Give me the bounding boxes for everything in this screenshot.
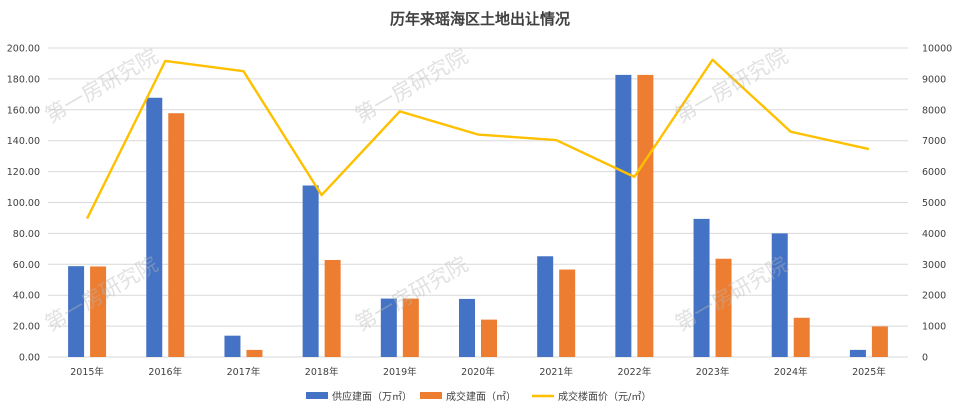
x-tick-label: 2015年 [70,366,104,378]
bar-supply [380,298,397,357]
bar-transaction [559,269,576,357]
right-tick-label: 3000 [922,260,946,271]
right-tick-label: 0 [922,353,928,364]
x-tick-label: 2017年 [227,366,261,378]
right-tick-label: 2000 [922,291,946,302]
x-tick-label: 2020年 [461,366,495,378]
right-tick-label: 5000 [922,198,946,209]
x-tick-label: 2023年 [696,366,730,378]
x-tick-label: 2024年 [774,366,808,378]
x-tick-label: 2025年 [852,366,886,378]
x-tick-label: 2021年 [539,366,573,378]
right-tick-label: 1000 [922,322,946,333]
bar-transaction [871,326,888,357]
bar-supply [224,335,241,357]
legend-swatch [420,392,442,399]
left-tick-label: 80.00 [13,229,40,240]
bar-transaction [90,266,107,357]
left-tick-label: 120.00 [7,167,40,178]
left-tick-label: 160.00 [7,105,40,116]
left-tick-label: 60.00 [13,260,40,271]
right-tick-label: 8000 [922,105,946,116]
legend-label: 供应建面（万㎡） [332,390,412,403]
bar-supply [693,218,710,357]
right-tick-label: 4000 [922,229,946,240]
x-tick-label: 2018年 [305,366,339,378]
right-axis-ticks: 0 1000 2000 3000 4000 5000 6000 7000 8000 9000 100… [922,44,952,364]
left-tick-label: 20.00 [13,322,40,333]
bar-supply [459,298,475,357]
bar-transaction [402,298,419,357]
chart-title: 历年来瑶海区土地出让情况 [390,10,570,28]
left-axis-ticks: 0.00 20.00 40.00 60.00 80.00 100.00 120.00 140.… [7,44,40,364]
right-tick-label: 9000 [922,74,946,85]
bar-supply [146,97,163,358]
bar-transaction [637,74,654,358]
bar-supply [68,266,85,357]
x-tick-label: 2022年 [618,366,652,378]
left-tick-label: 100.00 [7,198,40,209]
right-tick-label: 7000 [922,136,946,147]
legend-label: 成交楼面价（元/㎡） [558,390,651,403]
x-tick-label: 2019年 [383,366,417,378]
watermark-text: 第一房研究院 [41,44,162,128]
left-tick-label: 140.00 [7,136,40,147]
legend-label: 成交建面（㎡） [446,390,516,403]
bar-transaction [246,349,263,357]
bar-supply [302,185,319,357]
legend-swatch [306,392,328,399]
bar-supply [849,349,866,357]
legend: 供应建面（万㎡） 成交建面（㎡） 成交楼面价（元/㎡） [306,390,651,403]
left-tick-label: 180.00 [7,74,40,85]
line-price [86,58,870,220]
bar-series [68,74,888,358]
bar-transaction [481,319,497,357]
bar-supply [615,74,632,358]
right-tick-label: 10000 [922,44,952,55]
right-tick-label: 6000 [922,167,946,178]
gridlines [48,47,908,358]
left-tick-label: 200.00 [7,44,40,55]
left-tick-label: 0.00 [19,353,40,364]
bar-transaction [793,317,810,357]
x-axis-ticks: 2015年 2016年 2017年 2018年 2019年 2020年 2021年 2022年… [70,366,886,378]
bar-transaction [324,259,341,357]
bar-supply [537,256,554,357]
bar-transaction [168,113,185,357]
bar-supply [771,233,788,357]
line-series [86,58,870,220]
left-tick-label: 40.00 [13,291,40,302]
x-tick-label: 2016年 [148,366,182,378]
bar-transaction [715,258,732,357]
